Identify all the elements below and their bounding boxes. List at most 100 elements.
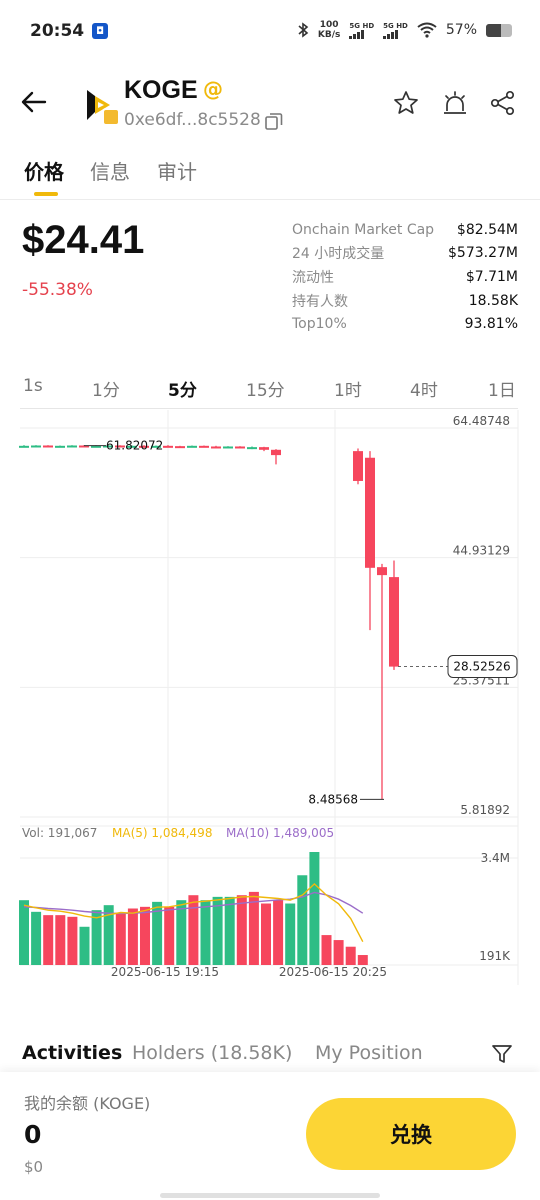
interval-4h[interactable]: 4时	[410, 381, 438, 401]
volume-bar	[333, 940, 344, 965]
tab-audit[interactable]: 审计	[157, 160, 197, 184]
stat-market-cap: Onchain Market Cap $82.54M	[292, 218, 518, 242]
tab-my-position[interactable]: My Position	[315, 1042, 423, 1064]
candle-body	[91, 445, 101, 448]
volume-bar	[31, 911, 42, 965]
candle-body	[55, 445, 65, 448]
interval-1s[interactable]: 1s	[23, 376, 43, 396]
volume-bar	[236, 895, 247, 965]
volume-bar	[357, 955, 368, 965]
volume-legend-vol: Vol: 191,067	[22, 826, 98, 840]
candle-body	[67, 445, 77, 448]
sim2-label: 5G HD	[383, 21, 408, 30]
candle-body	[175, 446, 185, 449]
stat-label: 24 小时成交量	[292, 246, 385, 263]
volume-bar	[285, 903, 296, 965]
interval-1m[interactable]: 1分	[92, 381, 120, 401]
token-stats: Onchain Market Cap $82.54M 24 小时成交量 $573.2…	[292, 218, 518, 336]
price-chart[interactable]: 64.4874844.9312925.375115.8189261.820728…	[0, 410, 540, 990]
alert-siren-icon[interactable]	[441, 89, 469, 117]
bnb-chain-icon	[102, 108, 120, 126]
volume-bar	[140, 906, 150, 965]
volume-bar	[212, 896, 223, 965]
volume-bar	[273, 900, 284, 965]
volume-bar	[224, 896, 235, 965]
interval-1h[interactable]: 1时	[334, 381, 362, 401]
sim1-signal: 5G HD	[349, 22, 374, 39]
current-price-tag	[447, 654, 518, 678]
share-icon[interactable]	[489, 89, 517, 117]
at-icon[interactable]: @	[203, 77, 223, 101]
tab-info[interactable]: 信息	[90, 160, 130, 184]
low-marker-label: 8.48568	[308, 792, 358, 806]
current-price: $24.41	[22, 218, 145, 262]
battery-fill	[486, 23, 501, 37]
candle-body	[259, 447, 269, 450]
tab-price[interactable]: 价格	[24, 160, 64, 184]
candle-body	[139, 445, 149, 448]
volume-bar	[152, 901, 163, 965]
tab-holders[interactable]: Holders (18.58K)	[132, 1042, 293, 1064]
stat-value: 18.58K	[468, 292, 518, 309]
battery-percent: 57%	[445, 22, 477, 38]
stat-holders: 持有人数 18.58K	[292, 289, 518, 313]
candle-body	[19, 445, 29, 448]
price-axis-label: 64.48748	[453, 414, 510, 428]
volume-legend-ma5: MA(5) 1,084,498	[112, 826, 213, 840]
interval-15m[interactable]: 15分	[246, 381, 285, 401]
net-speed-unit: KB/s	[317, 30, 341, 40]
ma10-line	[23, 891, 364, 915]
volume-bar	[321, 935, 332, 965]
time-axis-label: 2025-06-15 19:15	[111, 965, 219, 979]
detail-tabs: 价格 信息 审计	[0, 152, 540, 200]
battery-icon	[486, 23, 512, 37]
candle-body	[247, 447, 257, 450]
tab-activities[interactable]: Activities	[22, 1042, 123, 1064]
volume-bar	[19, 900, 29, 965]
filter-icon[interactable]	[490, 1042, 514, 1066]
volume-bar	[91, 910, 102, 965]
sim1-label: 5G HD	[349, 21, 375, 30]
candle-body	[377, 567, 387, 576]
net-speed-value: 100	[319, 20, 339, 30]
stat-label: Onchain Market Cap	[292, 221, 435, 238]
stat-label: 流动性	[292, 269, 334, 286]
candle-body	[365, 457, 375, 568]
volume-bar	[103, 905, 114, 965]
current-price-tag-label: 28.52526	[453, 659, 510, 673]
swap-button[interactable]: 兑换	[306, 1098, 516, 1170]
interval-5m[interactable]: 5分	[168, 381, 197, 401]
stat-liquidity: 流动性 $7.71M	[292, 265, 518, 289]
candle-body	[163, 445, 173, 448]
stat-value: $573.27M	[448, 245, 518, 262]
stat-value: $7.71M	[465, 268, 518, 285]
candle-body	[223, 446, 233, 449]
back-arrow-icon[interactable]	[20, 88, 48, 116]
copy-icon[interactable]	[264, 111, 284, 131]
interval-selector: 1s 1分 5分 15分 1时 4时 1日	[0, 372, 540, 408]
star-icon[interactable]	[392, 89, 420, 117]
token-address: 0xe6df...8c5528	[124, 110, 261, 130]
token-logo-icon	[87, 90, 110, 120]
balance-amount: 0	[24, 1120, 42, 1149]
candle-body	[389, 577, 399, 667]
signal-bars-icon	[383, 29, 399, 39]
interval-1d[interactable]: 1日	[488, 381, 516, 401]
volume-bar	[261, 903, 271, 965]
volume-bar	[248, 891, 259, 965]
app-notification-icon: ◘	[92, 23, 109, 39]
candle-body	[199, 445, 209, 448]
volume-bar	[43, 915, 54, 965]
volume-axis-label: 191K	[479, 949, 511, 963]
volume-bar	[188, 895, 199, 965]
token-name: KOGE	[124, 76, 198, 104]
time-axis-label: 2025-06-15 20:25	[279, 965, 387, 979]
volume-bar	[127, 908, 138, 965]
balance-label: 我的余额 (KOGE)	[24, 1094, 151, 1113]
stat-label: Top10%	[292, 316, 347, 333]
bluetooth-icon	[298, 22, 309, 38]
status-indicators: 100 KB/s 5G HD 5G HD 57%	[297, 20, 512, 40]
candle-body	[235, 446, 245, 449]
candle-body	[103, 445, 113, 448]
wifi-icon	[417, 22, 437, 38]
